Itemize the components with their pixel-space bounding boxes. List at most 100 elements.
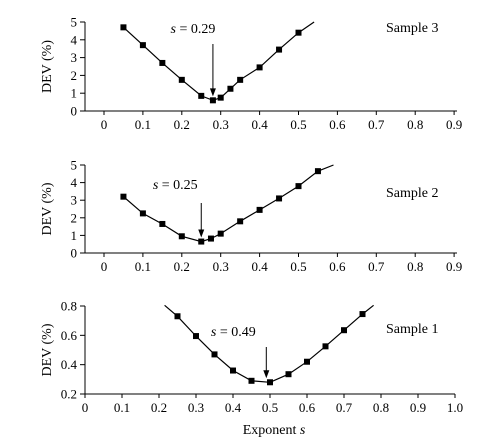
- y-tick-label: 1: [71, 228, 78, 243]
- y-axis-label: DEV (%): [40, 40, 55, 93]
- data-point: [237, 76, 244, 83]
- data-point: [295, 29, 302, 36]
- x-tick-label: 0.1: [135, 259, 151, 274]
- data-point: [198, 238, 205, 245]
- x-tick-label: 0.7: [368, 117, 385, 132]
- x-tick-label: 0.4: [225, 400, 242, 415]
- panel-3: 0.2 0.4 0.6 0.8 0 0.1 0.2 0.3 0.4 0.5 0.6 0.7 0.8 0.9…: [40, 299, 463, 439]
- data-point: [322, 343, 329, 350]
- x-tick-label: 0.3: [188, 400, 204, 415]
- data-point: [159, 59, 166, 66]
- data-point: [230, 367, 236, 374]
- y-axis-label: DEV (%): [40, 182, 55, 235]
- x-tick-label: 0.6: [299, 400, 316, 415]
- x-tick-label: 0.3: [213, 117, 229, 132]
- data-point: [267, 379, 273, 386]
- data-point: [276, 195, 283, 202]
- data-point: [359, 311, 366, 318]
- data-point: [227, 85, 234, 92]
- data-point: [207, 235, 214, 242]
- x-tick-label: 0.5: [290, 259, 306, 274]
- series-line: [123, 164, 334, 243]
- data-point: [256, 64, 263, 71]
- y-axis-label: DEV (%): [40, 323, 55, 376]
- x-tick-label: 0.9: [410, 400, 426, 415]
- x-tick-label: 0.8: [407, 117, 423, 132]
- panel-1: 0 1 2 3 4 5 0 0.1 0.2 0.3 0.4 0.5 0.6 0.7 0.8 0.9 DEV (%…: [40, 15, 462, 133]
- y-tick-label: 0: [71, 104, 78, 119]
- x-tick-label: 0.4: [251, 259, 268, 274]
- data-point: [217, 230, 224, 237]
- y-tick-label: 0: [71, 246, 78, 261]
- data-point: [178, 233, 185, 240]
- x-tick-label: 0.9: [446, 117, 462, 132]
- optimum-annotation: s = 0.29: [170, 22, 215, 37]
- x-tick-label: 0.2: [151, 400, 167, 415]
- y-tick-label: 1: [71, 86, 78, 101]
- data-point: [198, 92, 205, 99]
- data-point: [304, 358, 310, 365]
- y-tick-label: 0.4: [61, 357, 78, 372]
- x-tick-label: 0.7: [336, 400, 353, 415]
- series-line: [123, 21, 315, 101]
- panel-label: Sample 3: [386, 21, 439, 36]
- data-point: [341, 327, 347, 334]
- data-point: [120, 193, 127, 200]
- y-tick-label: 0.8: [61, 299, 77, 314]
- x-tick-label: 0.4: [251, 117, 268, 132]
- x-tick-label: 0.8: [407, 259, 423, 274]
- y-tick-label: 5: [71, 15, 78, 30]
- data-point: [120, 24, 127, 31]
- x-tick-label: 0.1: [114, 400, 130, 415]
- x-tick-label: 0.3: [213, 259, 229, 274]
- x-tick-label: 1.0: [447, 400, 463, 415]
- y-tick-label: 3: [71, 193, 78, 208]
- data-point: [276, 46, 283, 53]
- x-tick-label: 0.2: [174, 259, 190, 274]
- y-tick-label: 4: [71, 175, 78, 190]
- optimum-annotation: s = 0.25: [153, 178, 198, 193]
- x-tick-label: 0: [101, 259, 108, 274]
- data-point: [248, 377, 255, 384]
- y-tick-label: 4: [71, 32, 78, 47]
- x-tick-label: 0.9: [446, 259, 462, 274]
- x-tick-label: 0: [101, 117, 108, 132]
- y-tick-label: 2: [71, 68, 78, 83]
- data-point: [285, 371, 292, 378]
- arrow-head: [263, 370, 270, 379]
- panel-2: 0 1 2 3 4 5 0 0.1 0.2 0.3 0.4 0.5 0.6 0.7 0.8 0.9 DEV (%…: [40, 158, 462, 275]
- data-point: [256, 206, 263, 213]
- y-tick-label: 0.6: [61, 328, 78, 343]
- data-point: [217, 94, 224, 101]
- panel-label: Sample 1: [386, 322, 439, 337]
- panel-label: Sample 2: [386, 186, 439, 201]
- x-tick-label: 0.5: [290, 117, 306, 132]
- data-point: [139, 42, 146, 49]
- data-point: [209, 97, 216, 104]
- data-point: [174, 313, 181, 320]
- x-axis-label: Exponent s: [243, 423, 306, 438]
- x-tick-label: 0.5: [262, 400, 278, 415]
- x-tick-label: 0.7: [368, 259, 385, 274]
- y-tick-label: 3: [71, 50, 78, 65]
- x-tick-label: 0.6: [329, 117, 346, 132]
- data-point: [295, 183, 302, 190]
- data-point: [211, 351, 218, 358]
- data-point: [237, 218, 244, 225]
- x-tick-label: 0.1: [135, 117, 151, 132]
- y-tick-label: 2: [71, 210, 78, 225]
- arrow-head: [209, 88, 216, 97]
- y-tick-label: 5: [71, 158, 78, 173]
- y-tick-label: 0.2: [61, 387, 77, 402]
- x-tick-label: 0.2: [174, 117, 190, 132]
- data-point: [193, 333, 199, 340]
- data-point: [159, 220, 166, 227]
- x-tick-label: 0: [82, 400, 89, 415]
- arrow-head: [198, 229, 205, 238]
- optimum-annotation: s = 0.49: [211, 325, 256, 340]
- x-tick-label: 0.6: [329, 259, 346, 274]
- x-tick-label: 0.8: [373, 400, 389, 415]
- data-point: [178, 76, 185, 83]
- data-point: [139, 210, 146, 217]
